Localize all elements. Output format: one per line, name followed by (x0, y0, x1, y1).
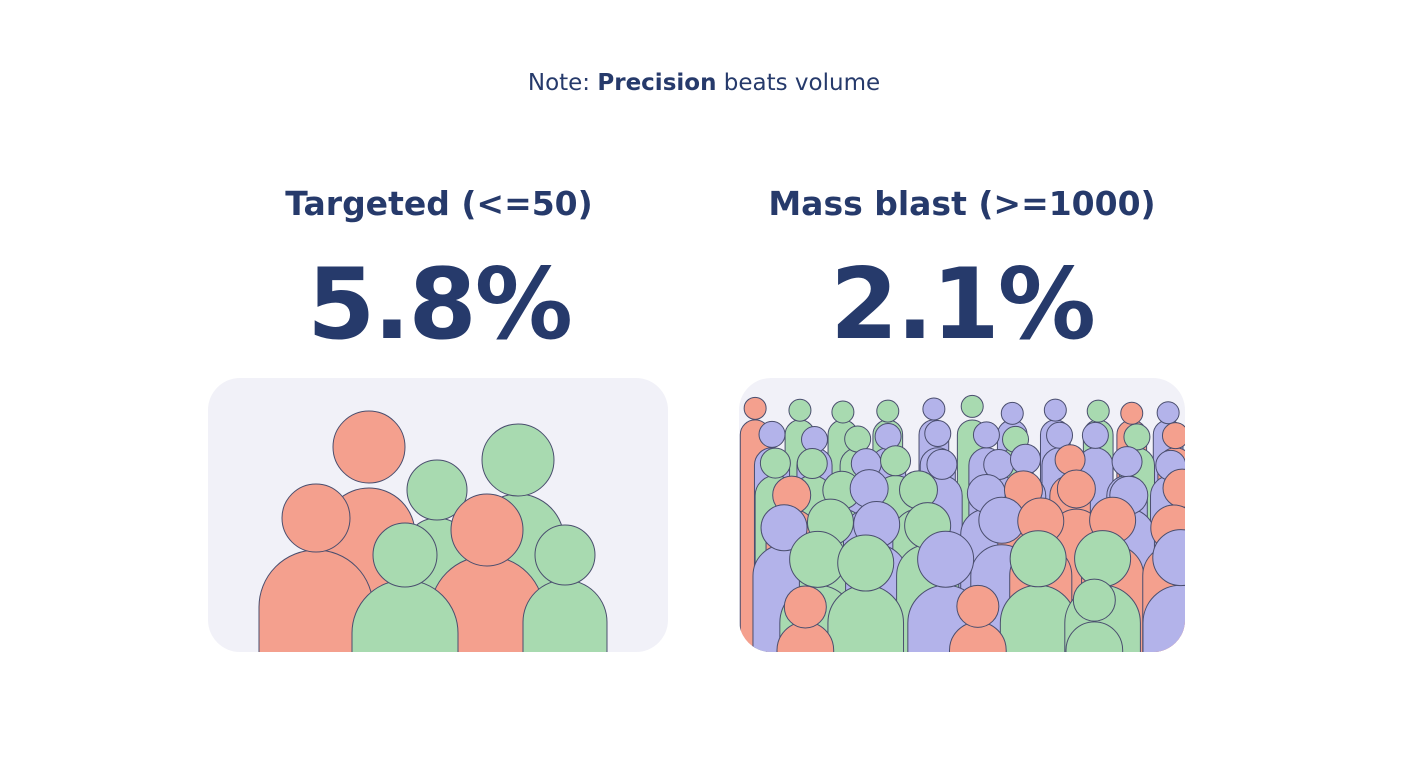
large-crowd (739, 394, 1185, 652)
person-icon (1142, 529, 1185, 652)
small-crowd (258, 410, 608, 652)
note: Note: Precision beats volume (528, 70, 880, 96)
person-icon (429, 493, 545, 652)
note-suffix: beats volume (724, 70, 880, 96)
person-icon (258, 483, 374, 652)
person-icon (522, 524, 608, 652)
person-icon (351, 522, 459, 652)
person-icon (999, 530, 1077, 652)
note-prefix: Note: (528, 70, 590, 96)
panel-value: 5.8% (307, 248, 571, 362)
panel-value: 2.1% (830, 248, 1094, 362)
person-icon (1065, 578, 1124, 652)
panel-title: Mass blast (>=1000) (768, 184, 1155, 223)
person-icon (948, 584, 1007, 652)
note-emphasis: Precision (597, 70, 716, 96)
person-icon (776, 585, 835, 652)
panel-title: Targeted (<=50) (285, 184, 592, 223)
person-icon (827, 534, 905, 652)
